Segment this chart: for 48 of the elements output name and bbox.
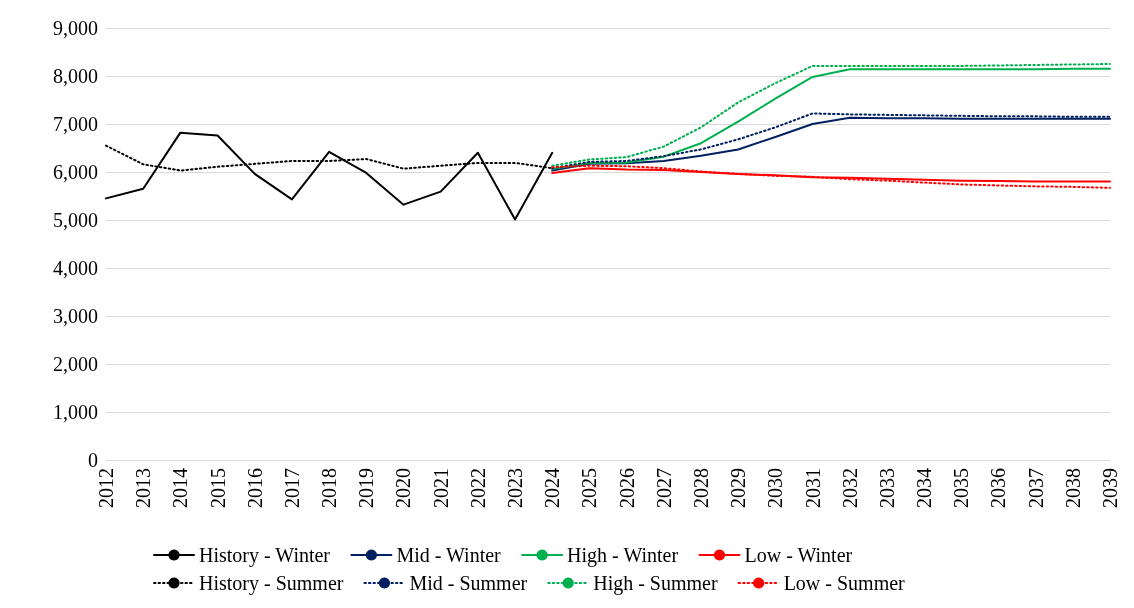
x-tick-label: 2023 [504, 468, 527, 508]
legend-label: Mid - Winter [396, 544, 502, 566]
x-tick-label: 2015 [206, 468, 229, 508]
x-tick-label: 2029 [727, 468, 750, 508]
x-tick-label: 2013 [132, 468, 155, 508]
x-tick-label: 2021 [429, 468, 452, 508]
legend-label: History - Summer [199, 572, 344, 595]
legend-label: Low - Summer [783, 572, 906, 594]
y-tick-label: 5,000 [53, 209, 98, 231]
y-tick-label: 8,000 [53, 65, 98, 87]
line-series [551, 164, 1111, 189]
x-tick-label: 2025 [578, 468, 601, 508]
legend-label: High - Summer [593, 572, 718, 595]
x-tick-label: 2039 [1099, 468, 1121, 508]
x-tick-label: 2030 [764, 468, 787, 508]
y-tick-label: 0 [88, 449, 98, 471]
x-tick-label: 2035 [950, 468, 973, 508]
x-tick-label: 2031 [801, 468, 824, 508]
x-tick-label: 2014 [169, 468, 192, 508]
x-tick-label: 2027 [652, 468, 675, 508]
x-tick-label: 2037 [1024, 468, 1047, 508]
x-tick-label: 2020 [392, 468, 415, 508]
x-tick-label: 2017 [280, 468, 303, 508]
x-tick-label: 2026 [615, 468, 638, 508]
x-tick-label: 2019 [355, 468, 378, 508]
x-tick-label: 2036 [987, 468, 1010, 508]
legend-label: Mid - Summer [409, 572, 528, 594]
y-tick-label: 6,000 [53, 161, 98, 183]
x-tick-label: 2038 [1061, 468, 1084, 508]
line-series [105, 131, 554, 221]
x-tick-label: 2033 [875, 468, 898, 508]
x-tick-label: 2028 [689, 468, 712, 508]
y-tick-label: 7,000 [53, 113, 98, 135]
x-tick-label: 2032 [838, 468, 861, 508]
y-tick-label: 3,000 [53, 305, 98, 327]
x-tick-label: 2018 [318, 468, 341, 508]
x-tick-label: 2012 [95, 468, 117, 508]
legend-label: High - Winter [567, 544, 679, 567]
y-tick-label: 1,000 [53, 401, 98, 423]
legend-label: Low - Winter [744, 544, 853, 566]
y-tick-label: 2,000 [53, 353, 98, 375]
y-tick-label: 4,000 [53, 257, 98, 279]
x-tick-label: 2024 [541, 468, 564, 508]
x-tick-label: 2022 [466, 468, 489, 508]
x-tick-label: 2016 [243, 468, 266, 508]
legend-label: History - Winter [199, 544, 331, 567]
x-tick-label: 2034 [913, 468, 936, 508]
y-tick-label: 9,000 [53, 17, 98, 39]
